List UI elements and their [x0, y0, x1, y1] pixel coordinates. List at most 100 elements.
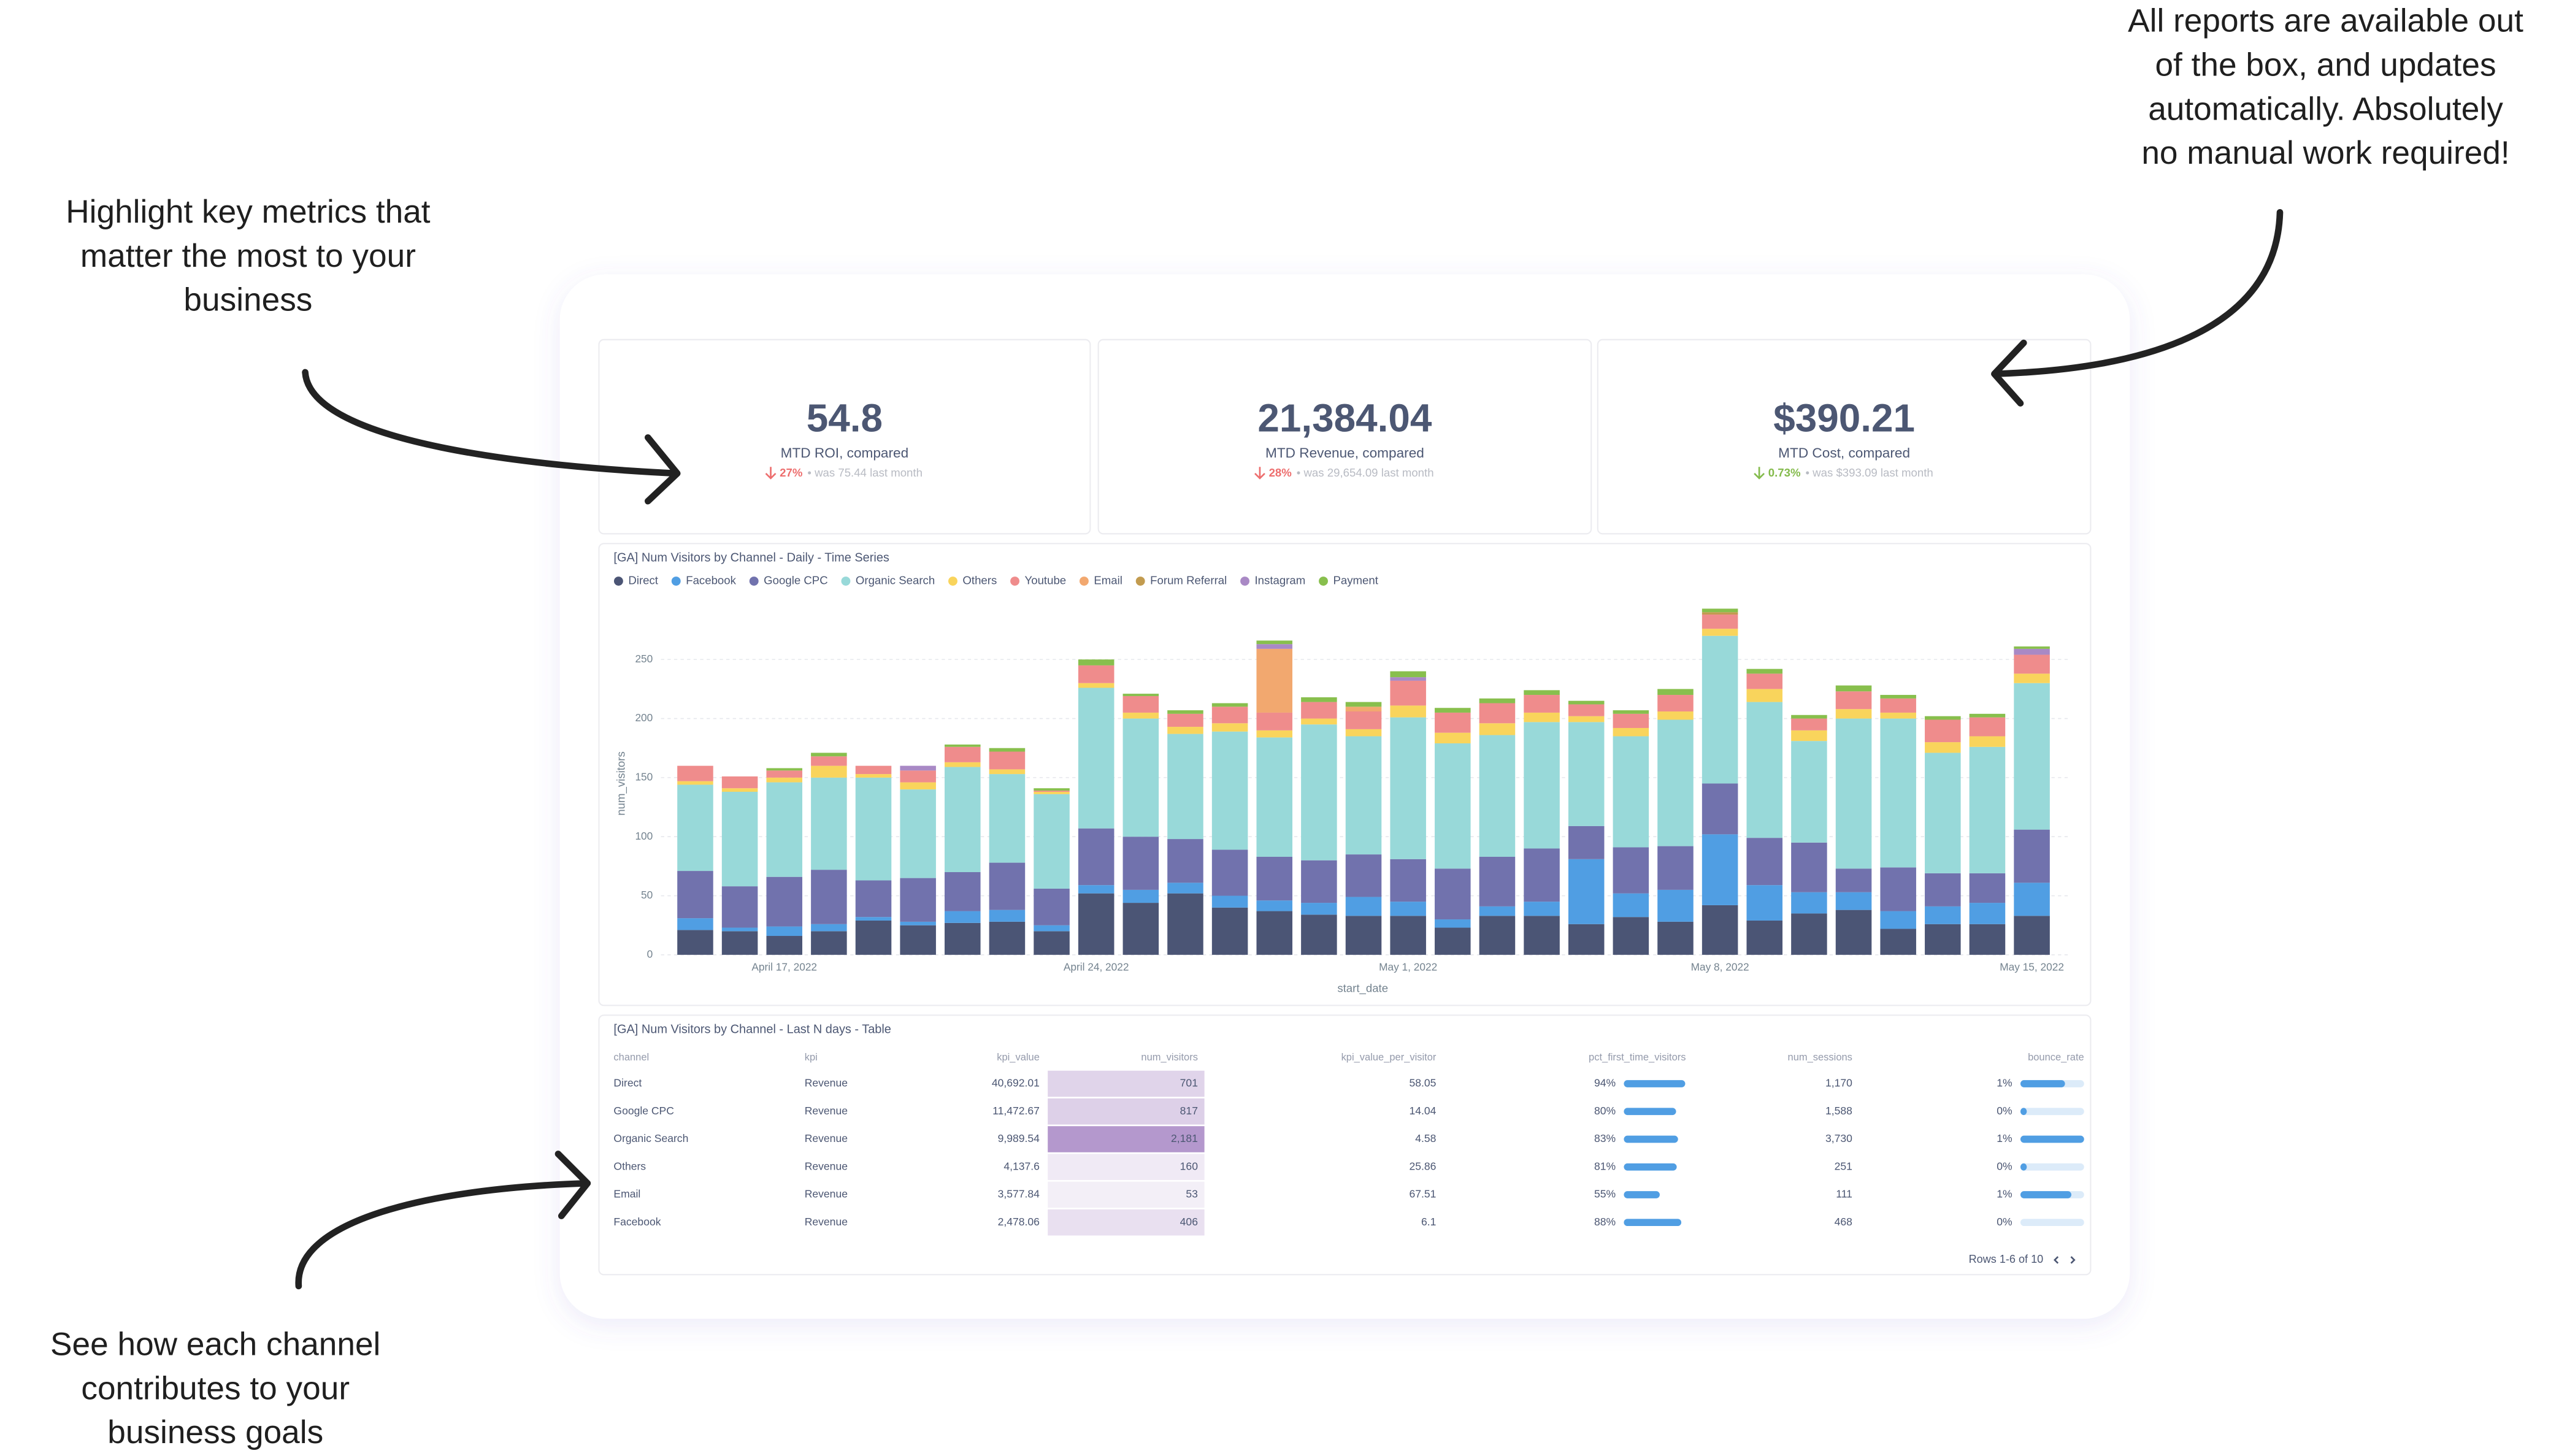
bounce-bar — [2020, 1080, 2065, 1087]
arrow — [295, 1151, 591, 1290]
table-cell: 251 — [1835, 1160, 1852, 1172]
column-header: pct_first_time_visitors — [1589, 1052, 1686, 1063]
bar-segment — [1256, 648, 1293, 713]
bar-segment — [1657, 689, 1694, 695]
table-cell: 94% — [1594, 1077, 1616, 1089]
bar-segment — [1034, 888, 1070, 925]
bar-segment — [1034, 794, 1070, 889]
table-cell: 160 — [1180, 1160, 1199, 1172]
bar-segment — [1034, 931, 1070, 955]
bar-segment — [721, 927, 758, 932]
bar-segment — [945, 911, 981, 923]
column-header: num_sessions — [1788, 1052, 1852, 1063]
legend-dot — [613, 577, 623, 586]
bar-segment — [1746, 689, 1783, 702]
bar-segment — [1746, 838, 1783, 886]
legend-dot — [749, 577, 759, 586]
bar-segment — [1034, 791, 1070, 792]
bar-segment — [1390, 717, 1426, 859]
pager-arrows[interactable] — [2053, 1256, 2076, 1264]
bar-segment — [1524, 690, 1560, 695]
bar-segment — [1211, 849, 1248, 896]
bar-segment — [1969, 873, 2006, 903]
bar-segment — [1435, 868, 1471, 920]
table-cell: 4.58 — [1415, 1132, 1436, 1144]
table-cell: 81% — [1594, 1160, 1616, 1172]
legend-dot — [1319, 577, 1328, 586]
bar-segment — [989, 751, 1026, 770]
annotation-line: Highlight key metrics that — [66, 194, 431, 230]
kpi-comparison: • was 29,654.09 last month — [1297, 466, 1434, 479]
table-cell: 6.1 — [1421, 1216, 1436, 1228]
bar-segment — [811, 870, 847, 924]
bar-segment — [1122, 712, 1159, 719]
bar-segment — [1791, 730, 1827, 741]
bar-segment — [1345, 916, 1382, 955]
kpi-label: MTD ROI, compared — [781, 445, 909, 461]
table-cell: 9,989.54 — [998, 1132, 1040, 1144]
bar-segment — [1613, 713, 1649, 728]
legend-label: Forum Referral — [1150, 573, 1227, 586]
bar-segment — [945, 762, 981, 767]
bar-segment — [811, 753, 847, 757]
x-tick-label: April 24, 2022 — [1064, 961, 1129, 973]
arrow — [302, 369, 681, 505]
bar-segment — [1390, 705, 1426, 718]
table-cell: Facebook — [613, 1216, 661, 1228]
bar-segment — [1925, 753, 1961, 873]
bar-segment — [1078, 893, 1115, 955]
table-cell: Revenue — [805, 1216, 848, 1228]
bar-segment — [945, 922, 981, 955]
table-cell: 468 — [1835, 1216, 1852, 1228]
bar-segment — [811, 777, 847, 870]
table-cell: 0% — [1997, 1105, 2012, 1117]
bar-segment — [1880, 712, 1916, 719]
y-axis-title: num_visitors — [615, 751, 628, 815]
bar-segment — [1435, 732, 1471, 744]
bar-segment — [811, 765, 847, 778]
bar-segment — [1345, 707, 1382, 712]
table-cell: 88% — [1594, 1216, 1616, 1228]
bounce-bar — [2020, 1108, 2027, 1116]
legend-label: Google CPC — [764, 573, 827, 586]
table-cell: 67.51 — [1410, 1188, 1437, 1200]
kpi-value: 21,384.04 — [1257, 396, 1432, 440]
heat-cell — [1048, 1126, 1205, 1152]
bar-segment — [1702, 635, 1738, 784]
bar-segment — [1435, 927, 1471, 955]
heat-cell — [1048, 1209, 1205, 1236]
bar-segment — [1524, 902, 1560, 916]
bar-segment — [1167, 839, 1203, 883]
bar-segment — [1256, 712, 1293, 730]
annotation-line: of the box, and updates — [2155, 47, 2496, 83]
bar-segment — [1613, 736, 1649, 848]
bar-segment — [1702, 834, 1738, 905]
table-cell: 14.04 — [1410, 1105, 1437, 1117]
bar-segment — [989, 921, 1026, 955]
kpi-box — [1597, 339, 2092, 535]
table-cell: 1,170 — [1825, 1077, 1852, 1089]
bar-segment — [1791, 718, 1827, 730]
bar-segment — [1524, 916, 1560, 955]
bar-segment — [1345, 702, 1382, 707]
y-tick-label: 250 — [635, 653, 653, 665]
column-header: kpi_value_per_visitor — [1341, 1052, 1437, 1063]
bar-segment — [1345, 854, 1382, 897]
bar-segment — [1568, 924, 1605, 955]
bar-segment — [945, 744, 981, 747]
table-cell: 11,472.67 — [992, 1105, 1040, 1117]
bar-segment — [945, 872, 981, 911]
bar-segment — [1345, 736, 1382, 855]
bar-segment — [1034, 792, 1070, 794]
bar-segment — [1702, 615, 1738, 629]
bar-segment — [1657, 889, 1694, 922]
bar-segment — [1301, 724, 1337, 860]
table-cell: 80% — [1594, 1105, 1616, 1117]
bar-segment — [1034, 788, 1070, 791]
table-box — [598, 1014, 2092, 1276]
legend-dot — [1010, 577, 1020, 586]
bar-segment — [1167, 710, 1203, 714]
bar-segment — [1345, 711, 1382, 729]
bar-segment — [1791, 892, 1827, 914]
